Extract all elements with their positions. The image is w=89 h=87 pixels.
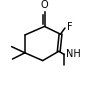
Text: O: O <box>41 0 48 10</box>
Text: NH: NH <box>66 49 81 59</box>
Text: F: F <box>67 22 72 32</box>
